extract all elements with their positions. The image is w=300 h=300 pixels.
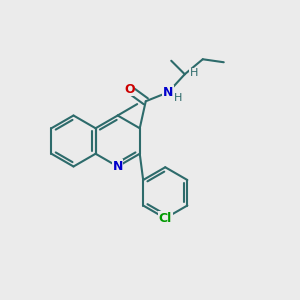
Text: N: N [163, 86, 173, 99]
Text: H: H [174, 93, 182, 103]
Text: N: N [112, 160, 123, 173]
Text: H: H [190, 68, 198, 78]
Text: Cl: Cl [159, 212, 172, 225]
Text: O: O [124, 83, 135, 96]
